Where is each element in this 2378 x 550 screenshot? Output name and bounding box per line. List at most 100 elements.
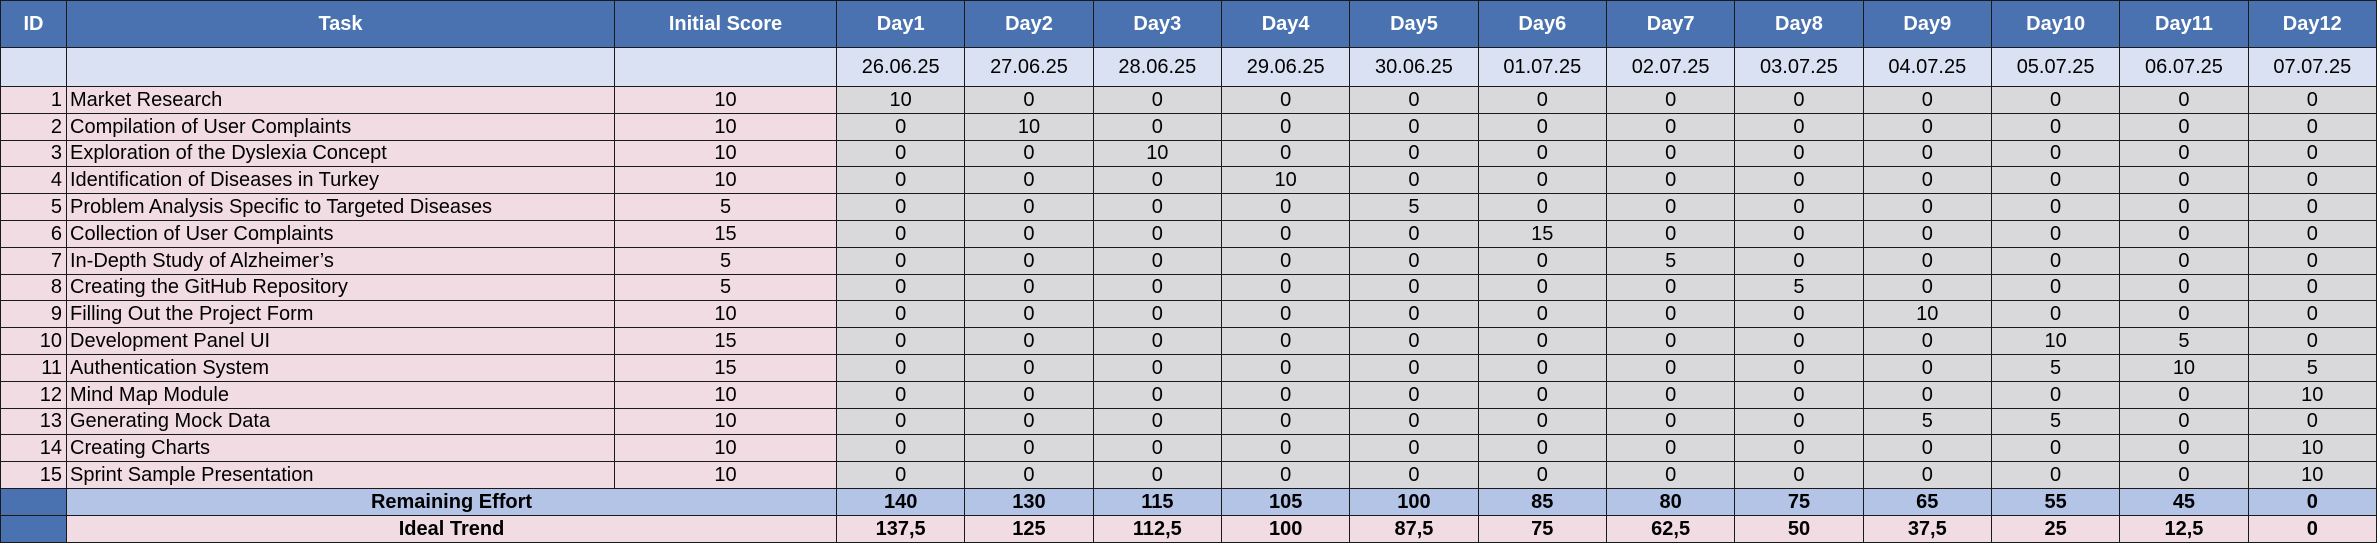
task-id-cell: 14: [0, 434, 67, 463]
day-value-cell: 0: [1734, 434, 1864, 463]
day-value-cell: 0: [964, 327, 1094, 355]
day-value-cell: 0: [1734, 193, 1864, 221]
day-value-cell: 0: [1220, 353, 1351, 382]
ideal-cell: 137,5: [835, 514, 966, 543]
day-value-cell: 0: [964, 461, 1094, 489]
day-value-cell: 5: [2247, 353, 2377, 382]
day-value-cell: 0: [2119, 434, 2249, 463]
day-value-cell: 0: [1477, 193, 1607, 221]
header-day: Day9: [1862, 0, 1992, 48]
initial-score-cell: 10: [614, 112, 837, 141]
day-value-cell: 0: [1734, 380, 1864, 409]
initial-score-cell: 15: [614, 327, 837, 355]
day-value-cell: 0: [1862, 193, 1992, 221]
day-value-cell: 10: [1092, 139, 1222, 168]
table-row: 13 Generating Mock Data 10 0 0 0 0 0 0 0 0 5 5 0 0: [0, 407, 2377, 436]
day-value-cell: 0: [1734, 461, 1864, 489]
header-day: Day7: [1605, 0, 1736, 48]
day-value-cell: 0: [1349, 353, 1479, 382]
day-value-cell: 0: [1092, 353, 1222, 382]
header-day: Day1: [835, 0, 966, 48]
day-value-cell: 0: [1477, 380, 1607, 409]
table-row: 10 Development Panel UI 15 0 0 0 0 0 0 0 0 0 10 5 0: [0, 327, 2377, 355]
day-value-cell: 10: [2119, 353, 2249, 382]
task-id-cell: 6: [0, 219, 67, 248]
day-value-cell: 0: [1477, 273, 1607, 302]
task-name-cell: Creating the GitHub Repository: [66, 273, 615, 302]
day-value-cell: 0: [835, 166, 966, 195]
day-value-cell: 0: [1349, 166, 1479, 195]
table-row: 14 Creating Charts 10 0 0 0 0 0 0 0 0 0 0 0 10: [0, 434, 2377, 463]
day-value-cell: 0: [2247, 139, 2377, 168]
day-value-cell: 5: [1349, 193, 1479, 221]
day-value-cell: 0: [964, 166, 1094, 195]
day-value-cell: 0: [1862, 219, 1992, 248]
day-value-cell: 0: [1862, 246, 1992, 275]
task-name-cell: Generating Mock Data: [66, 407, 615, 436]
table-row: 7 In-Depth Study of Alzheimer’s 5 0 0 0 0 0 0 5 0 0…: [0, 246, 2377, 275]
task-name-cell: Filling Out the Project Form: [66, 300, 615, 329]
initial-score-cell: 10: [614, 461, 837, 489]
date-cell: 04.07.25: [1862, 47, 1992, 87]
header-row: ID Task Initial Score Day1 Day2 Day3 Day…: [0, 0, 2377, 48]
header-day: Day4: [1220, 0, 1351, 48]
day-value-cell: 0: [2119, 273, 2249, 302]
day-value-cell: 0: [1734, 112, 1864, 141]
day-value-cell: 0: [1092, 112, 1222, 141]
task-name-cell: Market Research: [66, 86, 615, 114]
day-value-cell: 5: [1605, 246, 1736, 275]
day-value-cell: 0: [1092, 300, 1222, 329]
remaining-cell: 65: [1862, 487, 1992, 516]
day-value-cell: 0: [1220, 461, 1351, 489]
day-value-cell: 0: [2247, 327, 2377, 355]
dates-row: 26.06.25 27.06.25 28.06.25 29.06.25 30.0…: [0, 47, 2377, 87]
task-name-cell: Sprint Sample Presentation: [66, 461, 615, 489]
day-value-cell: 0: [2119, 86, 2249, 114]
day-value-cell: 0: [835, 246, 966, 275]
day-value-cell: 0: [2119, 380, 2249, 409]
day-value-cell: 0: [1349, 112, 1479, 141]
task-id-cell: 8: [0, 273, 67, 302]
date-cell: 27.06.25: [964, 47, 1094, 87]
date-cell: 06.07.25: [2119, 47, 2249, 87]
table-row: 8 Creating the GitHub Repository 5 0 0 0 0 0 0 0 5…: [0, 273, 2377, 302]
day-value-cell: 0: [1092, 86, 1222, 114]
day-value-cell: 0: [1605, 353, 1736, 382]
day-value-cell: 0: [1477, 166, 1607, 195]
day-value-cell: 0: [1477, 434, 1607, 463]
ideal-cell: 100: [1220, 514, 1351, 543]
day-value-cell: 0: [835, 407, 966, 436]
remaining-cell: 85: [1477, 487, 1607, 516]
day-value-cell: 0: [1734, 219, 1864, 248]
day-value-cell: 0: [1349, 434, 1479, 463]
day-value-cell: 0: [1349, 407, 1479, 436]
day-value-cell: 0: [1990, 112, 2121, 141]
table-row: 11 Authentication System 15 0 0 0 0 0 0 0 0 0 5 10 5: [0, 353, 2377, 382]
day-value-cell: 10: [1220, 166, 1351, 195]
ideal-cell: 75: [1477, 514, 1607, 543]
day-value-cell: 0: [1220, 246, 1351, 275]
initial-score-cell: 10: [614, 407, 837, 436]
day-value-cell: 10: [2247, 380, 2377, 409]
day-value-cell: 0: [1349, 273, 1479, 302]
date-cell: 01.07.25: [1477, 47, 1607, 87]
day-value-cell: 15: [1477, 219, 1607, 248]
day-value-cell: 0: [1220, 219, 1351, 248]
day-value-cell: 0: [964, 219, 1094, 248]
day-value-cell: 0: [2119, 139, 2249, 168]
day-value-cell: 5: [1990, 407, 2121, 436]
day-value-cell: 0: [1092, 327, 1222, 355]
header-day: Day8: [1734, 0, 1864, 48]
day-value-cell: 0: [1477, 353, 1607, 382]
table-row: 9 Filling Out the Project Form 10 0 0 0 0 0 0 0 0 1…: [0, 300, 2377, 329]
date-cell: 28.06.25: [1092, 47, 1222, 87]
day-value-cell: 0: [2247, 166, 2377, 195]
task-name-cell: In-Depth Study of Alzheimer’s: [66, 246, 615, 275]
date-cell: 26.06.25: [835, 47, 966, 87]
day-value-cell: 0: [1990, 273, 2121, 302]
day-value-cell: 0: [1349, 461, 1479, 489]
task-id-cell: 1: [0, 86, 67, 114]
day-value-cell: 0: [1220, 434, 1351, 463]
table-row: 4 Identification of Diseases in Turkey 10 0…: [0, 166, 2377, 195]
day-value-cell: 0: [1862, 273, 1992, 302]
